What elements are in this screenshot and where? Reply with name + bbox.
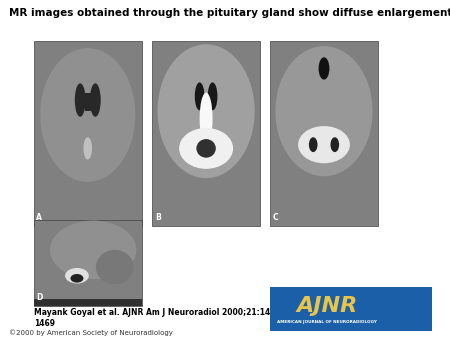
- Ellipse shape: [330, 137, 339, 152]
- Bar: [34, 41, 142, 226]
- Text: C: C: [273, 213, 278, 222]
- Bar: [152, 41, 260, 226]
- Text: Mayank Goyal et al. AJNR Am J Neuroradiol 2000;21:1466-
1469: Mayank Goyal et al. AJNR Am J Neuroradio…: [34, 308, 284, 328]
- Ellipse shape: [83, 137, 92, 160]
- Text: B: B: [155, 213, 161, 222]
- Ellipse shape: [179, 128, 233, 169]
- Ellipse shape: [208, 82, 217, 110]
- Ellipse shape: [319, 57, 329, 79]
- Ellipse shape: [200, 93, 212, 145]
- Ellipse shape: [50, 221, 136, 279]
- Ellipse shape: [275, 46, 373, 176]
- Ellipse shape: [298, 126, 350, 163]
- Ellipse shape: [75, 83, 86, 117]
- Text: MR images obtained through the pituitary gland show diffuse enlargement of the p: MR images obtained through the pituitary…: [9, 8, 450, 19]
- Bar: [270, 41, 378, 226]
- Text: AMERICAN JOURNAL OF NEURORADIOLOGY: AMERICAN JOURNAL OF NEURORADIOLOGY: [277, 320, 377, 324]
- Text: D: D: [36, 293, 43, 302]
- Ellipse shape: [158, 44, 255, 178]
- Ellipse shape: [65, 268, 89, 284]
- Ellipse shape: [195, 82, 204, 110]
- Ellipse shape: [309, 137, 318, 152]
- Ellipse shape: [90, 83, 101, 117]
- Ellipse shape: [96, 250, 134, 284]
- Bar: [34, 220, 142, 306]
- Ellipse shape: [196, 139, 216, 158]
- Bar: [34, 299, 142, 306]
- Ellipse shape: [40, 48, 135, 182]
- Text: A: A: [36, 213, 42, 222]
- Text: AJNR: AJNR: [296, 296, 357, 316]
- FancyBboxPatch shape: [270, 287, 432, 331]
- Bar: [85, 93, 91, 111]
- Ellipse shape: [71, 274, 83, 283]
- Text: ©2000 by American Society of Neuroradiology: ©2000 by American Society of Neuroradiol…: [9, 330, 173, 336]
